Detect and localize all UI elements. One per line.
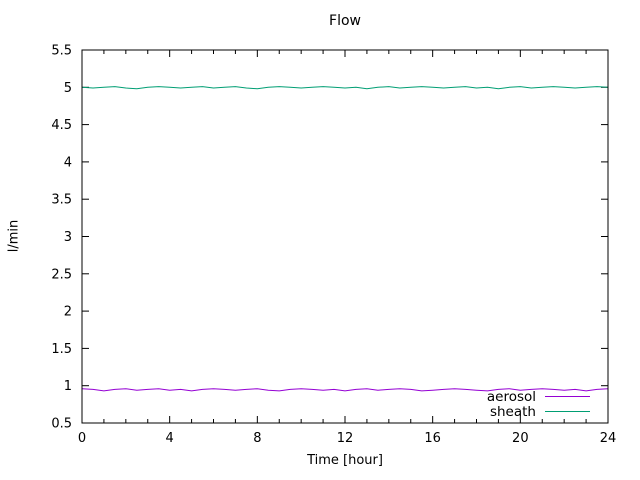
plot-border (81, 49, 609, 424)
y-tick-label: 2 (64, 305, 72, 320)
x-tick-label: 16 (424, 431, 441, 446)
x-tick-label: 20 (512, 431, 529, 446)
y-tick-label: 3.5 (51, 193, 72, 208)
legend-label-sheath: sheath (489, 403, 536, 420)
legend-label-aerosol: aerosol (486, 388, 536, 405)
y-tick-label: 0.5 (51, 417, 72, 432)
legend-swatch-aerosol (545, 396, 590, 397)
series-line-sheath (81, 86, 609, 90)
x-tick-label: 0 (78, 431, 86, 446)
x-tick-label: 12 (337, 431, 354, 446)
y-tick-label: 1.5 (51, 342, 72, 357)
y-tick-label: 5 (64, 81, 72, 96)
y-tick-label: 4.5 (51, 118, 72, 133)
x-tick-label: 4 (166, 431, 174, 446)
x-tick-label: 24 (600, 431, 617, 446)
legend-item-aerosol: aerosol (486, 388, 590, 405)
legend-swatch-sheath (545, 411, 590, 412)
legend: aerosol sheath (486, 388, 590, 420)
chart-title: Flow (329, 13, 361, 29)
series-line-aerosol (81, 388, 609, 392)
legend-item-sheath: sheath (487, 403, 590, 420)
y-tick-label: 5.5 (51, 44, 72, 59)
x-tick-label: 8 (253, 431, 261, 446)
x-axis-label: Time [hour] (307, 453, 383, 468)
y-tick-label: 4 (64, 155, 72, 170)
y-tick-label: 3 (64, 230, 72, 245)
y-tick-label: 2.5 (51, 267, 72, 282)
y-tick-label: 1 (64, 379, 72, 394)
